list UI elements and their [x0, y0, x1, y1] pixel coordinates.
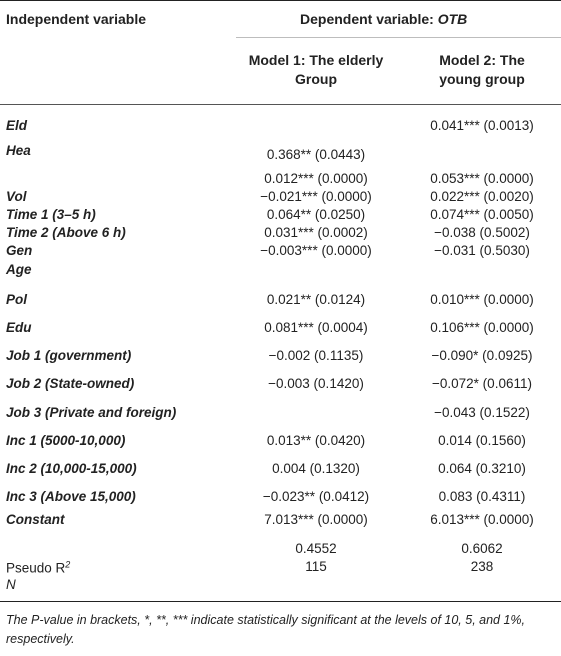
- model2-header-line2: young group: [439, 71, 525, 87]
- n-m1: 115: [305, 559, 327, 574]
- row-inc3-m2: 0.083 (0.4311): [438, 489, 526, 504]
- row-label-inc1: Inc 1 (5000-10,000): [6, 433, 126, 448]
- dependent-variable-header: Dependent variable: OTB: [300, 11, 467, 27]
- row-hea-m1: 0.368** (0.0443): [266, 147, 366, 162]
- row-inc2-m1: 0.004 (0.1320): [272, 461, 360, 476]
- n-m2: 238: [470, 559, 494, 574]
- row-label-age: Age: [6, 262, 32, 277]
- top-rule: [0, 0, 561, 1]
- pseudo-r2-superscript: 2: [65, 559, 71, 569]
- row-label-eld: Eld: [6, 118, 28, 133]
- row-label-time1: Time 1 (3–5 h): [6, 207, 96, 222]
- row-time2-m1: 0.031*** (0.0002): [264, 225, 368, 240]
- header-rule: [0, 104, 561, 105]
- row-gen-m2: −0.031 (0.5030): [434, 243, 530, 258]
- row-gen-m1: −0.003*** (0.0000): [260, 243, 372, 258]
- row-job1-m2: −0.090* (0.0925): [431, 348, 533, 363]
- row-label-job1: Job 1 (government): [6, 348, 132, 363]
- row-label-gen: Gen: [6, 243, 33, 258]
- model1-header-line1: Model 1: The elderly: [248, 52, 384, 68]
- row-pol-m2: 0.010*** (0.0000): [430, 292, 534, 307]
- row-time1-m1: 0.064** (0.0250): [266, 207, 366, 222]
- dependent-span-rule: [236, 37, 561, 38]
- row-eld-m2: 0.041*** (0.0013): [430, 118, 534, 133]
- row-label-hea: Hea: [6, 143, 31, 158]
- model1-header-line2: Group: [295, 71, 337, 87]
- row-job2-m1: −0.003 (0.1420): [268, 376, 364, 391]
- row-vol-m2: 0.022*** (0.0020): [430, 189, 534, 204]
- model2-header-line1: Model 2: The: [439, 52, 525, 68]
- row-label-job2: Job 2 (State-owned): [6, 376, 135, 391]
- row-label-constant: Constant: [6, 512, 65, 527]
- row-vol-m1: −0.021*** (0.0000): [260, 189, 372, 204]
- row-unlabeled-m1: 0.012*** (0.0000): [264, 171, 368, 186]
- row-edu-m2: 0.106*** (0.0000): [430, 320, 534, 335]
- row-label-edu: Edu: [6, 320, 32, 335]
- dependent-variable-name: OTB: [437, 11, 468, 27]
- row-label-inc2: Inc 2 (10,000-15,000): [6, 461, 137, 476]
- dependent-variable-prefix: Dependent variable:: [300, 11, 438, 27]
- row-inc1-m1: 0.013** (0.0420): [266, 433, 366, 448]
- row-label-inc3: Inc 3 (Above 15,000): [6, 489, 136, 504]
- row-job2-m2: −0.072* (0.0611): [432, 376, 532, 391]
- row-label-job3: Job 3 (Private and foreign): [6, 405, 177, 420]
- pseudo-r2-m1: 0.4552: [295, 541, 337, 556]
- pseudo-r2-label: Pseudo R2: [6, 559, 70, 576]
- row-label-pol: Pol: [6, 292, 28, 307]
- row-inc2-m2: 0.064 (0.3210): [438, 461, 526, 476]
- row-inc1-m2: 0.014 (0.1560): [438, 433, 526, 448]
- bottom-rule: [0, 601, 561, 602]
- n-label: N: [6, 577, 16, 592]
- row-label-time2: Time 2 (Above 6 h): [6, 225, 126, 240]
- row-label-vol: Vol: [6, 189, 27, 204]
- row-unlabeled-m2: 0.053*** (0.0000): [430, 171, 534, 186]
- table-footnote: The P-value in brackets, *, **, *** indi…: [6, 613, 526, 646]
- pseudo-r2-text: Pseudo R: [6, 560, 66, 576]
- row-pol-m1: 0.021** (0.0124): [266, 292, 366, 307]
- independent-variable-header: Independent variable: [6, 11, 147, 27]
- row-job1-m1: −0.002 (0.1135): [268, 348, 364, 363]
- row-constant-m2: 6.013*** (0.0000): [430, 512, 534, 527]
- row-time2-m2: −0.038 (0.5002): [434, 225, 530, 240]
- pseudo-r2-m2: 0.6062: [461, 541, 503, 556]
- row-time1-m2: 0.074*** (0.0050): [430, 207, 534, 222]
- row-inc3-m1: −0.023** (0.0412): [262, 489, 370, 504]
- row-constant-m1: 7.013*** (0.0000): [264, 512, 368, 527]
- row-edu-m1: 0.081*** (0.0004): [264, 320, 368, 335]
- row-job3-m2: −0.043 (0.1522): [434, 405, 530, 420]
